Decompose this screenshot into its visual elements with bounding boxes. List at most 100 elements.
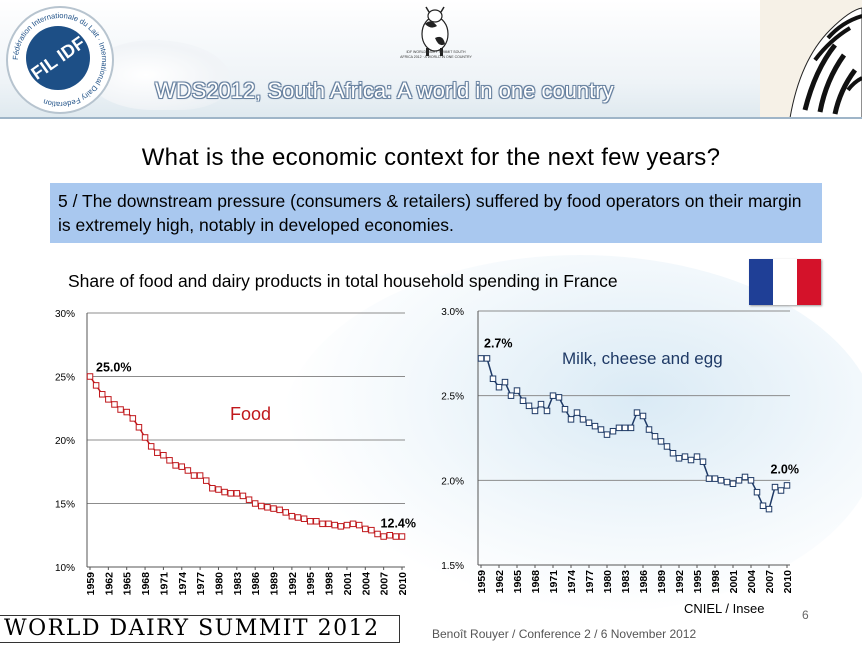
data-point xyxy=(591,422,599,430)
background-swoosh xyxy=(280,255,862,615)
x-tick-label: 1995 xyxy=(305,572,317,596)
x-tick-label: 2001 xyxy=(342,572,354,596)
data-point xyxy=(771,483,779,491)
x-tick-label: 1977 xyxy=(584,570,596,594)
x-tick-label: 1989 xyxy=(656,570,668,594)
data-point xyxy=(251,500,259,507)
data-point xyxy=(202,477,210,484)
data-point xyxy=(386,532,394,539)
data-point xyxy=(711,475,719,482)
data-point xyxy=(747,477,755,484)
y-tick-label: 1.5% xyxy=(441,561,464,572)
data-point xyxy=(561,405,569,413)
data-point xyxy=(196,472,204,479)
x-tick-label: 1968 xyxy=(140,572,152,596)
data-point xyxy=(264,504,271,511)
y-tick-label: 10% xyxy=(55,563,75,574)
banner-title: WDS2012, South Africa: A world in one co… xyxy=(155,78,614,103)
x-tick-label: 1998 xyxy=(710,570,722,594)
data-point xyxy=(313,518,320,525)
flag-stripe-blue xyxy=(749,259,773,305)
data-point xyxy=(759,502,767,509)
data-point xyxy=(765,505,773,513)
data-point xyxy=(392,533,400,540)
data-point xyxy=(729,480,737,487)
data-point xyxy=(543,407,551,415)
data-point xyxy=(519,397,527,404)
y-tick-label: 30% xyxy=(55,309,75,320)
x-tick-label: 1974 xyxy=(177,572,189,596)
footer-brand: WORLD DAIRY SUMMIT 2012 xyxy=(0,615,400,643)
data-point xyxy=(343,521,351,529)
data-point xyxy=(645,426,653,433)
data-point xyxy=(166,457,173,464)
x-tick-label: 1974 xyxy=(566,570,578,594)
data-point xyxy=(288,512,296,520)
page-number: 6 xyxy=(802,608,809,622)
data-point xyxy=(98,391,106,398)
data-point xyxy=(398,533,406,540)
slide-title: What is the economic context for the nex… xyxy=(141,144,721,171)
data-point xyxy=(337,523,345,530)
x-tick-label: 1962 xyxy=(103,572,115,596)
y-tick-label: 15% xyxy=(55,500,75,511)
data-point xyxy=(567,416,575,423)
fil-idf-logo: Fédération Internationale du Lait · Inte… xyxy=(6,6,114,114)
data-point xyxy=(663,443,671,450)
data-point xyxy=(129,415,137,422)
data-point xyxy=(355,521,363,529)
data-point xyxy=(276,506,283,514)
data-point xyxy=(735,477,743,484)
x-tick-label: 1983 xyxy=(620,570,632,594)
data-point xyxy=(282,509,290,516)
data-point xyxy=(597,426,605,433)
data-point xyxy=(368,526,375,534)
data-label: 2.7% xyxy=(484,336,513,350)
data-point xyxy=(319,520,326,528)
data-point xyxy=(531,407,539,415)
footer-credit: Benoît Rouyer / Conference 2 / 6 Novembe… xyxy=(432,627,697,641)
data-point xyxy=(513,387,521,394)
data-point xyxy=(178,463,186,470)
flag-stripe-white xyxy=(773,259,797,305)
x-tick-label: 1986 xyxy=(250,572,262,596)
series-line xyxy=(89,376,402,538)
data-point xyxy=(117,406,124,413)
x-tick-label: 1971 xyxy=(158,572,170,596)
data-point xyxy=(123,408,130,416)
data-point xyxy=(172,462,179,469)
data-point xyxy=(209,485,216,492)
data-point xyxy=(501,378,509,386)
data-point xyxy=(160,451,167,459)
y-tick-label: 2.0% xyxy=(441,476,464,487)
data-point xyxy=(609,427,617,435)
data-point xyxy=(507,392,515,399)
france-flag-icon xyxy=(749,259,821,305)
data-point xyxy=(489,375,497,382)
data-point xyxy=(374,530,381,538)
series-line xyxy=(481,357,788,511)
logo-badge: FIL IDF xyxy=(26,26,90,90)
data-point xyxy=(294,514,302,521)
key-point-box: 5 / The downstream pressure (consumers &… xyxy=(50,183,822,243)
data-point xyxy=(141,434,149,441)
data-point xyxy=(233,490,241,497)
data-point xyxy=(525,402,533,410)
data-label: 25.0% xyxy=(96,361,131,375)
data-point xyxy=(675,455,683,462)
data-point xyxy=(783,482,791,489)
chart-1: 10% 15% 20% 25% 30% 1959 1962 1965 1968 1971 1974 1… xyxy=(55,309,416,595)
data-point xyxy=(705,475,713,482)
data-point xyxy=(627,424,635,432)
data-point xyxy=(221,488,228,496)
x-tick-label: 1965 xyxy=(512,570,524,594)
y-tick-label: 20% xyxy=(55,436,75,447)
x-tick-label: 1965 xyxy=(122,572,134,596)
x-tick-label: 1995 xyxy=(692,570,704,594)
x-tick-label: 2004 xyxy=(360,572,372,596)
logo-text: FIL IDF xyxy=(27,31,89,84)
x-tick-label: 2007 xyxy=(764,570,776,594)
x-tick-label: 1980 xyxy=(602,570,614,594)
cow-caption: IDF WORLD DAIRY SUMMIT SOUTH AFRICA 2012… xyxy=(400,50,472,59)
source-credit: CNIEL / Insee xyxy=(684,601,765,616)
